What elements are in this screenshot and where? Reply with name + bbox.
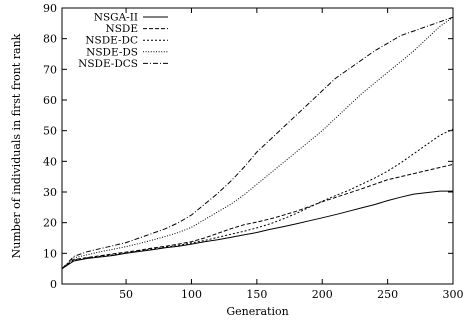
plot-lines	[61, 16, 454, 270]
legend-label: NSGA-II	[94, 12, 138, 24]
x-tick-label: 100	[181, 288, 202, 301]
y-tick-label: 80	[43, 33, 57, 46]
y-tick-label: 0	[50, 278, 57, 291]
y-tick-label: 30	[43, 186, 57, 199]
x-axis-ticks: 50 100 150 200 250 300	[119, 8, 464, 301]
series-line	[61, 128, 454, 270]
series-line	[61, 163, 454, 270]
y-tick-label: 70	[43, 63, 57, 76]
y-tick-label: 20	[43, 217, 57, 230]
legend-label: NSDE-DCS	[78, 58, 138, 70]
y-axis-ticks: 0 10 20 30 40 50 60 70 80 90	[43, 2, 453, 291]
y-tick-label: 40	[43, 155, 57, 168]
y-tick-label: 50	[43, 125, 57, 138]
x-tick-label: 300	[443, 288, 464, 301]
y-tick-label: 90	[43, 2, 57, 15]
series-line	[61, 16, 454, 270]
y-tick-label: 60	[43, 94, 57, 107]
series-line	[61, 16, 454, 270]
legend-label: NSDE-DC	[85, 35, 138, 47]
x-tick-label: 200	[312, 288, 333, 301]
x-tick-label: 250	[377, 288, 398, 301]
x-tick-label: 50	[119, 288, 133, 301]
plot-frame	[61, 7, 454, 285]
x-tick-label: 150	[246, 288, 267, 301]
legend-label: NSDE-DS	[86, 46, 138, 58]
y-tick-label: 10	[43, 247, 57, 260]
y-axis-label: Number of individuals in first front ran…	[10, 33, 23, 258]
legend-label: NSDE	[106, 23, 138, 35]
x-axis-label: Generation	[226, 305, 288, 318]
series-line	[61, 190, 453, 270]
